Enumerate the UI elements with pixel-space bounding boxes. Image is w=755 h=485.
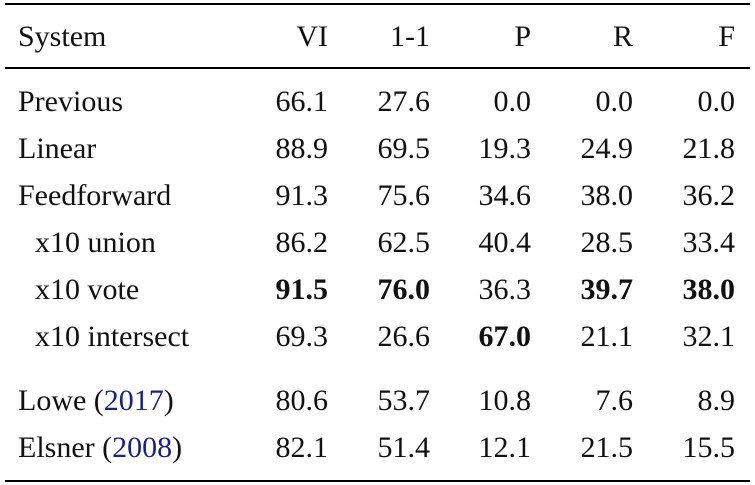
system-name: x10 intersect [35, 320, 190, 353]
citation: 2008 [112, 431, 173, 464]
value-cell: 53.7 [377, 384, 431, 417]
value-cell: 38.0 [580, 179, 634, 212]
system-cell: x10 intersect [35, 319, 189, 355]
bottom-rule [5, 480, 750, 482]
value-cell: 34.6 [478, 179, 532, 212]
value-cell: 7.6 [595, 384, 634, 417]
value-cell: 86.2 [275, 226, 329, 259]
system-cell: Previous [18, 84, 123, 120]
value-cell: 21.5 [580, 431, 634, 464]
value-cell: 76.0 [377, 273, 431, 306]
value-cell: 33.4 [682, 226, 736, 259]
system-cell: Elsner (2008) [18, 430, 182, 466]
value-cell: 82.1 [275, 431, 329, 464]
value-cell: 28.5 [580, 226, 634, 259]
value-cell: 24.9 [580, 132, 634, 165]
system-cell: Lowe (2017) [18, 383, 174, 419]
system-name: Feedforward [18, 179, 172, 212]
value-cell: 36.3 [478, 273, 532, 306]
header-cell: System [18, 20, 107, 53]
value-cell: 26.6 [377, 320, 431, 353]
value-cell: 10.8 [478, 384, 532, 417]
system-name: Lowe ( [18, 384, 104, 417]
citation: 2017 [103, 384, 164, 417]
value-cell: 8.9 [697, 384, 736, 417]
value-cell: 38.0 [682, 273, 736, 306]
value-cell: 69.3 [275, 320, 329, 353]
value-cell: 67.0 [478, 320, 532, 353]
value-cell: 32.1 [682, 320, 736, 353]
system-cell: x10 vote [35, 272, 139, 308]
system-cell: Linear [18, 131, 96, 167]
value-cell: 36.2 [682, 179, 736, 212]
header-cell: P [514, 20, 531, 53]
system-name: x10 vote [35, 273, 140, 306]
system-name: x10 union [35, 226, 156, 259]
system-name: Elsner ( [18, 431, 113, 464]
value-cell: 21.1 [580, 320, 634, 353]
value-cell: 91.3 [275, 179, 329, 212]
value-cell: 69.5 [377, 132, 431, 165]
value-cell: 0.0 [697, 85, 736, 118]
value-cell: 19.3 [478, 132, 532, 165]
header-cell: 1-1 [390, 20, 430, 53]
value-cell: 15.5 [682, 431, 736, 464]
system-name: Previous [18, 85, 123, 118]
system-cell: Feedforward [18, 178, 171, 214]
system-name: Linear [18, 132, 97, 165]
top-rule [5, 3, 750, 5]
value-cell: 62.5 [377, 226, 431, 259]
value-cell: 75.6 [377, 179, 431, 212]
value-cell: 88.9 [275, 132, 329, 165]
value-cell: 40.4 [478, 226, 532, 259]
value-cell: 80.6 [275, 384, 329, 417]
citation-close: ) [172, 431, 183, 464]
header-rule [5, 67, 750, 69]
citation-close: ) [163, 384, 174, 417]
value-cell: 39.7 [580, 273, 634, 306]
header-cell: F [718, 20, 735, 53]
value-cell: 27.6 [377, 85, 431, 118]
value-cell: 0.0 [493, 85, 532, 118]
value-cell: 21.8 [682, 132, 736, 165]
value-cell: 66.1 [275, 85, 329, 118]
header-cell: R [612, 20, 633, 53]
system-cell: x10 union [35, 225, 156, 261]
value-cell: 0.0 [595, 85, 634, 118]
value-cell: 51.4 [377, 431, 431, 464]
value-cell: 12.1 [478, 431, 532, 464]
value-cell: 91.5 [275, 273, 329, 306]
header-cell: VI [296, 20, 328, 53]
